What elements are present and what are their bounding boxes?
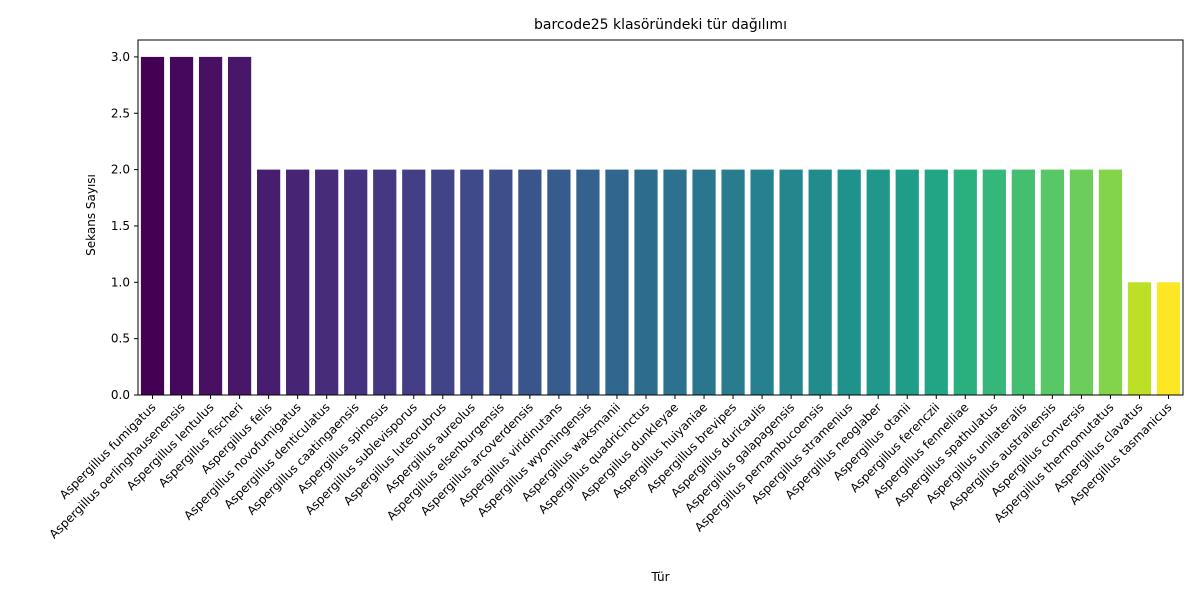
bar: [373, 169, 397, 395]
bar: [1127, 282, 1152, 395]
bar: [663, 169, 687, 395]
bar: [605, 169, 629, 395]
y-tick-label: 1.5: [111, 219, 130, 233]
plot-frame: [137, 39, 1184, 396]
bar: [692, 169, 716, 395]
bar: [286, 169, 310, 395]
bar: [895, 169, 919, 395]
bar: [1040, 169, 1064, 395]
bar: [1098, 169, 1123, 395]
y-tick-label: 0.5: [111, 332, 130, 346]
bar: [982, 169, 1006, 395]
bar: [431, 169, 455, 395]
bar: [750, 169, 774, 395]
bar: [953, 169, 977, 395]
y-axis-label: Sekans Sayısı: [84, 174, 98, 256]
bar: [779, 169, 803, 395]
plot-area: [137, 39, 1184, 396]
bar: [227, 56, 252, 396]
y-tick-label: 1.0: [111, 275, 130, 289]
bar: [402, 169, 426, 395]
bar: [1156, 282, 1181, 395]
bar: [315, 169, 339, 395]
bar: [1069, 169, 1094, 395]
bar: [257, 169, 281, 395]
y-axis: 0.0 0.5 1.0 1.5 2.0 2.5 3.0: [111, 50, 138, 402]
bar: [1011, 169, 1035, 395]
x-axis-label: Tür: [650, 570, 669, 584]
bar: [837, 169, 861, 395]
y-tick-label: 2.0: [111, 163, 130, 177]
bar: [344, 169, 368, 395]
bar: [808, 169, 832, 395]
bar: [489, 169, 513, 395]
y-tick-label: 3.0: [111, 50, 130, 64]
bar: [169, 56, 194, 396]
bar: [866, 169, 890, 395]
bar: [198, 56, 223, 396]
bar: [634, 169, 658, 395]
y-tick-label: 0.0: [111, 388, 130, 402]
bar: [460, 169, 484, 395]
bar: [140, 56, 165, 396]
y-tick-label: 2.5: [111, 106, 130, 120]
bar: [518, 169, 542, 395]
bar: [576, 169, 600, 395]
bar: [721, 169, 745, 395]
chart-title: barcode25 klasöründeki tür dağılımı: [534, 17, 787, 33]
bar: [547, 169, 571, 395]
bar: [924, 169, 948, 395]
